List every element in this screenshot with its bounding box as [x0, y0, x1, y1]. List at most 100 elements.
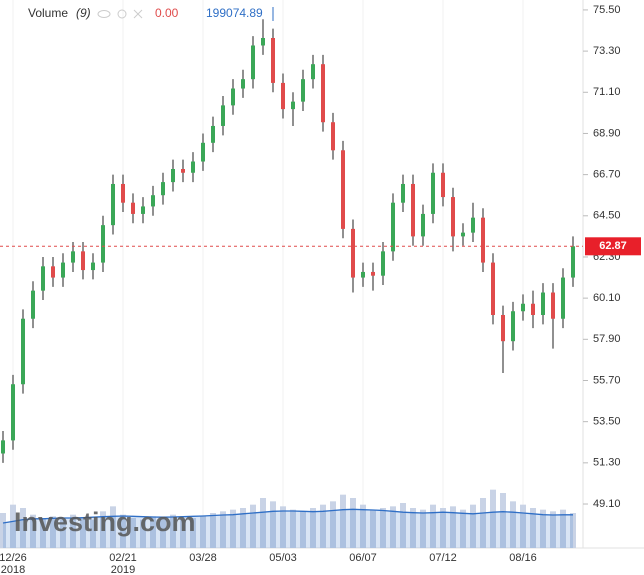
- volume-bar: [360, 504, 366, 548]
- volume-bar: [80, 518, 86, 548]
- candle-body: [351, 228, 355, 278]
- volume-bar: [330, 501, 336, 548]
- volume-bar: [150, 516, 156, 548]
- legend-value: 199074.89: [206, 6, 263, 20]
- volume-bar: [60, 519, 66, 548]
- candle-body: [81, 251, 85, 271]
- volume-bar: [480, 498, 486, 548]
- volume-bar: [180, 519, 186, 548]
- volume-bar: [160, 518, 166, 548]
- candle-body: [291, 101, 295, 110]
- volume-ma-line: [2, 508, 574, 524]
- candle-body: [271, 37, 275, 83]
- candle-body: [21, 318, 25, 385]
- volume-bar: [260, 498, 266, 548]
- last-price-label: 62.87: [599, 240, 627, 252]
- volume-bar: [230, 509, 236, 548]
- volume-bar: [420, 509, 426, 548]
- volume-bar: [250, 504, 256, 548]
- volume-bar: [350, 498, 356, 548]
- candle-body: [481, 217, 485, 263]
- volume-bar: [470, 504, 476, 548]
- candle-body: [1, 440, 5, 454]
- x-year-label: 2019: [111, 564, 135, 575]
- y-tick-label: 60.10: [593, 292, 621, 304]
- y-tick-label: 71.10: [593, 86, 621, 98]
- volume-bar: [210, 513, 216, 548]
- volume-bar: [340, 494, 346, 548]
- volume-bar: [510, 501, 516, 548]
- last-price-box: [585, 237, 641, 256]
- candle-body: [231, 88, 235, 106]
- volume-bar: [320, 504, 326, 548]
- x-tick-label: 02/21: [109, 552, 137, 564]
- volume-bar: [0, 513, 6, 548]
- candle-body: [321, 64, 325, 123]
- candle-body: [221, 105, 225, 126]
- volume-bar: [490, 489, 496, 548]
- volume-bar: [130, 518, 136, 548]
- volume-bar: [110, 506, 116, 548]
- x-tick-label: 06/07: [349, 552, 377, 564]
- candle-body: [41, 266, 45, 291]
- volume-bar: [540, 509, 546, 548]
- candle-body: [241, 79, 245, 89]
- x-tick-label: 08/16: [509, 552, 537, 564]
- candle-body: [451, 197, 455, 237]
- candle-body: [561, 277, 565, 319]
- x-tick-label: 07/12: [429, 552, 457, 564]
- candle-body: [391, 202, 395, 252]
- legend-icons: [97, 9, 143, 19]
- candle-body: [51, 266, 55, 278]
- candle-body: [111, 183, 115, 226]
- candle-body: [181, 169, 185, 173]
- candle-body: [331, 122, 335, 151]
- y-tick-label: 68.90: [593, 127, 621, 139]
- volume-bar: [280, 506, 286, 548]
- candle-body: [511, 311, 515, 342]
- y-tick-label: 66.70: [593, 169, 621, 181]
- x-year-label: 2018: [1, 564, 25, 575]
- candle-body: [261, 37, 265, 46]
- x-tick-label: 05/03: [269, 552, 297, 564]
- volume-bar: [290, 509, 296, 548]
- volume-bar: [120, 514, 126, 548]
- candle-body: [381, 251, 385, 276]
- candle-body: [491, 262, 495, 315]
- candle-body: [31, 290, 35, 319]
- volume-ma-area: [3, 509, 573, 548]
- candle-body: [141, 206, 145, 214]
- volume-bar: [50, 516, 56, 548]
- volume-bar: [570, 513, 576, 548]
- volume-bar: [410, 508, 416, 548]
- y-tick-label: 49.10: [593, 498, 621, 510]
- y-tick-label: 53.50: [593, 416, 621, 428]
- candle-body: [521, 303, 525, 312]
- volume-bar: [140, 519, 146, 548]
- volume-bar: [240, 508, 246, 548]
- candle-body: [61, 262, 65, 278]
- candle-body: [91, 262, 95, 271]
- legend-change: 0.00: [155, 6, 179, 20]
- candle-body: [171, 169, 175, 183]
- volume-bar: [390, 506, 396, 548]
- y-tick-label: 64.50: [593, 210, 621, 222]
- candle-body: [301, 79, 305, 102]
- candle-body: [131, 202, 135, 214]
- candle-body: [121, 183, 125, 203]
- volume-bar: [520, 504, 526, 548]
- volume-bar: [20, 508, 26, 548]
- volume-bar: [70, 514, 76, 548]
- y-tick-label: 57.90: [593, 333, 621, 345]
- volume-bar: [40, 518, 46, 548]
- candle-body: [151, 195, 155, 207]
- y-tick-label: 51.30: [593, 457, 621, 469]
- candle-body: [371, 271, 375, 276]
- candle-body: [421, 213, 425, 237]
- candle-body: [401, 183, 405, 203]
- candle-body: [211, 125, 215, 143]
- candle-body: [361, 271, 365, 278]
- volume-bar: [380, 508, 386, 548]
- watermark: Investing.com: [14, 507, 196, 537]
